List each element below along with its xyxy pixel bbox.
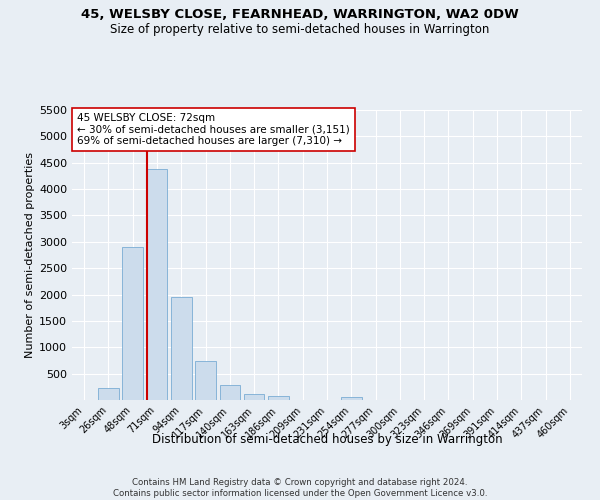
Bar	[268, 396, 289, 400]
Y-axis label: Number of semi-detached properties: Number of semi-detached properties	[25, 152, 35, 358]
Bar	[195, 361, 216, 400]
Bar	[146, 169, 167, 400]
Bar	[98, 388, 119, 400]
Text: Distribution of semi-detached houses by size in Warrington: Distribution of semi-detached houses by …	[152, 432, 502, 446]
Text: 45, WELSBY CLOSE, FEARNHEAD, WARRINGTON, WA2 0DW: 45, WELSBY CLOSE, FEARNHEAD, WARRINGTON,…	[81, 8, 519, 20]
Bar	[122, 247, 143, 400]
Bar	[171, 297, 191, 400]
Text: Size of property relative to semi-detached houses in Warrington: Size of property relative to semi-detach…	[110, 22, 490, 36]
Bar	[341, 397, 362, 400]
Bar	[220, 384, 240, 400]
Text: Contains HM Land Registry data © Crown copyright and database right 2024.
Contai: Contains HM Land Registry data © Crown c…	[113, 478, 487, 498]
Text: 45 WELSBY CLOSE: 72sqm
← 30% of semi-detached houses are smaller (3,151)
69% of : 45 WELSBY CLOSE: 72sqm ← 30% of semi-det…	[77, 113, 350, 146]
Bar	[244, 394, 265, 400]
